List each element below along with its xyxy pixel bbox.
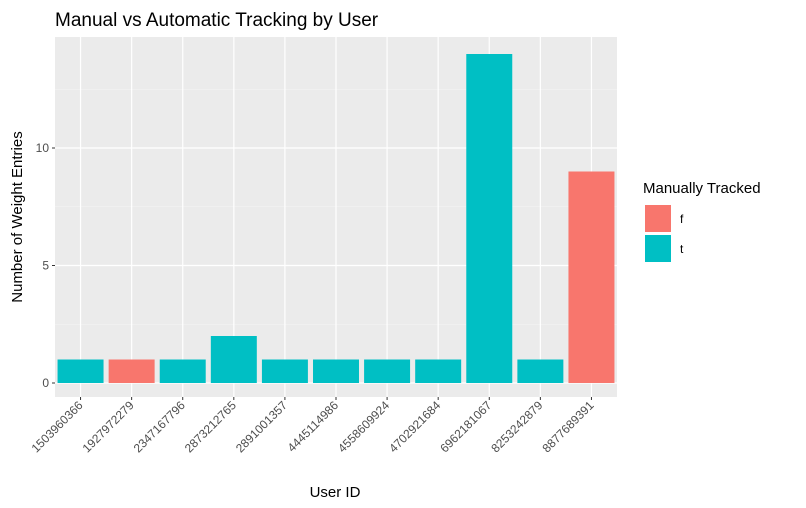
legend-label-t: t (680, 242, 684, 256)
y-axis-title: Number of Weight Entries (9, 131, 26, 302)
legend: Manually Tracked f t (643, 180, 761, 262)
x-axis-title: User ID (310, 484, 361, 501)
y-tick-label: 10 (36, 141, 50, 155)
x-tick-label: 4702921684 (386, 398, 443, 455)
bar-2891001357 (261, 359, 308, 383)
bar-8877689391 (568, 171, 615, 383)
bar-2873212765 (210, 336, 257, 383)
bar-1927972279 (108, 359, 155, 383)
x-tick-label: 1927972279 (80, 398, 137, 455)
x-tick-label: 4445114986 (285, 398, 342, 455)
x-tick-label: 2347167796 (131, 398, 188, 455)
bar-2347167796 (159, 359, 206, 383)
y-tick-label: 5 (42, 259, 49, 273)
bar-8253242879 (517, 359, 564, 383)
chart-title: Manual vs Automatic Tracking by User (55, 10, 379, 31)
bar-1503960366 (57, 359, 104, 383)
x-tick-label: 6962181067 (437, 398, 494, 455)
x-tick-label: 8253242879 (488, 398, 545, 455)
x-tick-label: 1503960366 (29, 398, 86, 455)
legend-label-f: f (680, 212, 684, 226)
x-tick-label: 8877689391 (539, 398, 596, 455)
y-tick-label: 0 (42, 376, 49, 390)
legend-key-f (645, 205, 671, 232)
x-tick-label: 2873212765 (182, 398, 239, 455)
bar-4558609924 (364, 359, 411, 383)
x-tick-label: 2891001357 (233, 398, 290, 455)
bar-6962181067 (466, 54, 513, 383)
x-axis: 1503960366192797227923471677962873212765… (29, 397, 597, 455)
bar-4445114986 (313, 359, 359, 383)
x-tick-label: 4558609924 (335, 398, 392, 455)
bars (57, 54, 615, 383)
legend-title: Manually Tracked (643, 180, 761, 197)
y-axis: 0 5 10 (36, 141, 55, 390)
bar-4702921684 (415, 359, 462, 383)
legend-key-t (645, 235, 671, 262)
